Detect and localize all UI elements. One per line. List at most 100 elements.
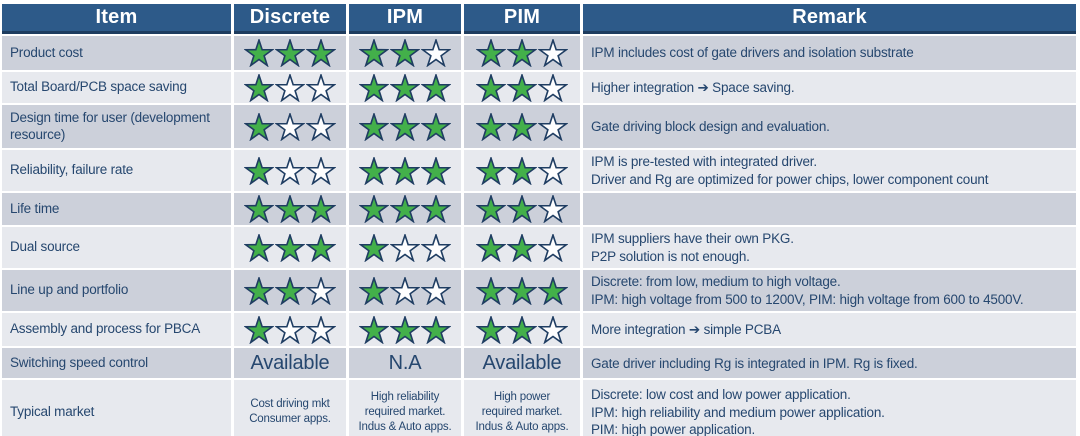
star-empty-icon — [275, 73, 305, 102]
text-line: Gate driver including Rg is integrated i… — [591, 355, 918, 371]
header-discrete: Discrete — [234, 4, 346, 34]
item-cell: Total Board/PCB space saving — [2, 72, 231, 103]
header-remark: Remark — [583, 4, 1076, 34]
header-remark-label: Remark — [792, 6, 867, 28]
star-filled-icon — [507, 195, 537, 224]
star-filled-icon — [538, 276, 568, 305]
text-line: Consumer apps. — [249, 413, 331, 426]
star-filled-icon — [476, 73, 506, 102]
header-item: Item — [2, 4, 231, 34]
star-filled-icon — [476, 233, 506, 262]
star-empty-icon — [538, 156, 568, 185]
pim-cell — [464, 193, 580, 226]
header-pim: PIM — [464, 4, 580, 34]
remark-text: Gate driving block design and evaluation… — [591, 118, 830, 136]
table-row: Line up and portfolio Discrete: from low,… — [2, 270, 1076, 312]
availability-label: N.A — [388, 351, 422, 374]
star-empty-icon — [421, 39, 451, 67]
text-line: required market. — [481, 405, 563, 418]
text-line: Higher integration ➔ Space saving. — [591, 79, 795, 95]
star-filled-icon — [275, 195, 305, 224]
item-label: Line up and portfolio — [10, 282, 129, 298]
star-filled-icon — [306, 233, 336, 262]
discrete-cell — [234, 227, 346, 269]
remark-cell: Higher integration ➔ Space saving. — [583, 72, 1076, 103]
item-label: Life time — [10, 200, 60, 216]
remark-text: More integration ➔ simple PCBA — [591, 321, 781, 339]
pim-cell: Available — [464, 348, 580, 379]
star-filled-icon — [476, 276, 506, 305]
item-cell: Design time for user (development resour… — [2, 105, 231, 148]
star-empty-icon — [538, 315, 568, 344]
star-empty-icon — [538, 112, 568, 141]
text-line: IPM includes cost of gate drivers and is… — [591, 45, 914, 61]
market-text: Cost driving mkt Consumer apps. — [234, 397, 346, 427]
text-line: High reliability — [370, 390, 440, 403]
item-label: Switching speed control — [10, 354, 148, 370]
availability-label: Available — [250, 351, 330, 374]
star-filled-icon — [421, 112, 451, 141]
remark-cell: Gate driving block design and evaluation… — [583, 105, 1076, 148]
star-filled-icon — [359, 156, 389, 185]
item-label: Dual source — [10, 239, 80, 255]
ipm-cell — [349, 313, 461, 347]
star-filled-icon — [359, 39, 389, 67]
discrete-cell: Available — [234, 348, 346, 379]
text-line: IPM is pre-tested with integrated driver… — [591, 154, 817, 169]
star-filled-icon — [421, 156, 451, 185]
star-filled-icon — [275, 233, 305, 262]
table-row: Switching speed control Available N.A Avail… — [2, 348, 1076, 379]
star-filled-icon — [244, 112, 274, 141]
star-empty-icon — [421, 276, 451, 305]
pim-cell — [464, 150, 580, 192]
discrete-cell — [234, 193, 346, 226]
star-empty-icon — [306, 315, 336, 344]
discrete-cell — [234, 150, 346, 192]
item-cell: Dual source — [2, 227, 231, 269]
header-item-label: Item — [95, 6, 138, 28]
remark-cell: IPM suppliers have their own PKG. P2P sol… — [583, 227, 1076, 269]
discrete-cell — [234, 105, 346, 148]
ipm-cell — [349, 227, 461, 269]
remark-cell: IPM is pre-tested with integrated driver… — [583, 150, 1076, 192]
discrete-cell — [234, 313, 346, 347]
star-filled-icon — [421, 73, 451, 102]
text-line: Gate driving block design and evaluation… — [591, 118, 830, 134]
header-ipm: IPM — [349, 4, 461, 34]
star-filled-icon — [507, 112, 537, 141]
remark-text: Discrete: low cost and low power applica… — [591, 386, 885, 436]
remark-cell: Gate driver including Rg is integrated i… — [583, 348, 1076, 379]
star-filled-icon — [275, 39, 305, 67]
star-empty-icon — [306, 276, 336, 305]
remark-text: IPM includes cost of gate drivers and is… — [591, 44, 914, 62]
table-row: Assembly and process for PBCA More integr… — [2, 313, 1076, 347]
text-line: Cost driving mkt — [250, 398, 330, 411]
star-empty-icon — [275, 112, 305, 141]
discrete-cell — [234, 72, 346, 103]
star-filled-icon — [390, 156, 420, 185]
star-filled-icon — [244, 195, 274, 224]
table-row: Dual source IPM suppliers have their own … — [2, 227, 1076, 269]
text-line: Discrete: from low, medium to high volta… — [591, 274, 841, 290]
star-empty-icon — [390, 233, 420, 262]
star-filled-icon — [476, 112, 506, 141]
star-filled-icon — [390, 39, 420, 67]
pim-cell — [464, 227, 580, 269]
table-row: Reliability, failure rate IPM is pre-test… — [2, 150, 1076, 192]
text-line: IPM: high reliability and medium power a… — [591, 404, 885, 420]
item-cell: Product cost — [2, 36, 231, 70]
star-filled-icon — [476, 156, 506, 185]
star-filled-icon — [359, 276, 389, 305]
star-filled-icon — [275, 276, 305, 305]
header-ipm-label: IPM — [386, 6, 424, 28]
text-line: P2P solution is not enough. — [591, 248, 750, 264]
header-pim-label: PIM — [503, 6, 541, 28]
remark-text: Higher integration ➔ Space saving. — [591, 79, 795, 97]
ipm-cell — [349, 105, 461, 148]
item-label: Design time for user (development resour… — [10, 109, 210, 142]
star-empty-icon — [538, 195, 568, 224]
header-discrete-label: Discrete — [249, 6, 331, 28]
item-cell: Assembly and process for PBCA — [2, 313, 231, 347]
item-cell: Line up and portfolio — [2, 270, 231, 312]
text-line: PIM: high power application. — [591, 422, 755, 436]
